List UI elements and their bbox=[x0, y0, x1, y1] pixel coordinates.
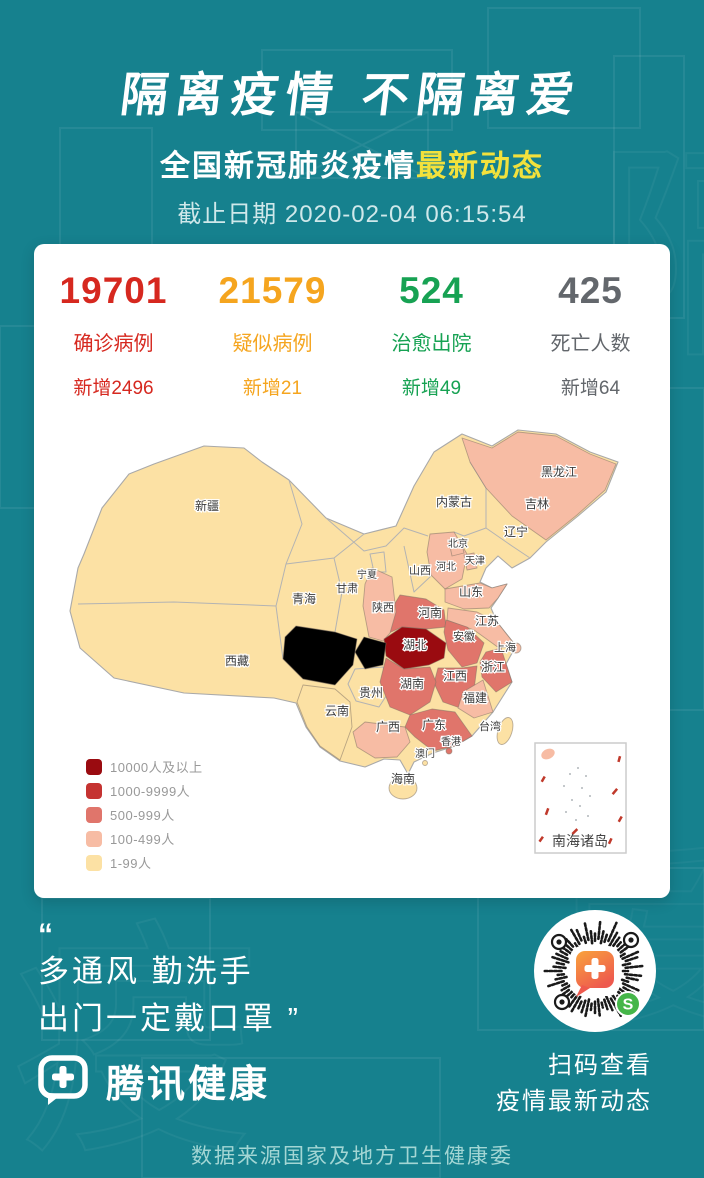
inset-label: 南海诸岛 bbox=[552, 833, 608, 849]
province-label: 天津 bbox=[465, 555, 485, 567]
province-label: 内蒙古 bbox=[436, 494, 472, 509]
province-shapes bbox=[282, 431, 617, 800]
china-choropleth-map: 新疆西藏 青海 甘肃 宁夏 内蒙古 黑龙江吉林辽宁北京天津 河北 山西山东河南 陕西江苏 安徽上海… bbox=[34, 396, 670, 896]
stat-confirmed-delta: 新增2496 bbox=[73, 378, 154, 399]
map-legend: 10000人及以上 1000-9999人 500-999人 100-499人 1… bbox=[86, 758, 203, 878]
quote-line-2: 出门一定戴口罩 ” bbox=[38, 1001, 301, 1036]
miniprogram-badge-icon: S bbox=[615, 991, 641, 1017]
province-label: 福建 bbox=[463, 690, 487, 705]
svg-text:S: S bbox=[623, 997, 634, 1014]
province-label: 澳门 bbox=[415, 747, 435, 760]
brand-name: 腾讯健康 bbox=[106, 1063, 271, 1106]
stat-confirmed: 19701 确诊病例 新增2496 bbox=[34, 270, 193, 400]
stat-deaths: 425 死亡人数 新增64 bbox=[511, 270, 670, 400]
province-label: 贵州 bbox=[359, 686, 383, 700]
page-subtitle: 全国新冠肺炎疫情最新动态 bbox=[0, 141, 704, 185]
health-tips-quote: “ 多通风 勤洗手 出门一定戴口罩 ” bbox=[38, 918, 301, 1042]
stat-confirmed-label: 确诊病例 bbox=[73, 333, 154, 355]
province-label: 湖南 bbox=[400, 676, 424, 691]
legend-swatch-500-999 bbox=[86, 806, 102, 823]
legend-swatch-1-99 bbox=[86, 854, 102, 871]
province-label: 山西 bbox=[409, 564, 431, 577]
province-label: 浙江 bbox=[481, 660, 505, 674]
province-label: 宁夏 bbox=[357, 568, 377, 581]
province-label: 云南 bbox=[325, 703, 349, 718]
stats-row: 19701 确诊病例 新增2496 21579 疑似病例 新增21 524 治愈… bbox=[34, 270, 670, 400]
province-label: 香港 bbox=[441, 736, 461, 748]
legend-row: 1000-9999人 bbox=[86, 782, 203, 799]
qr-caption: 扫码查看 疫情最新动态 bbox=[496, 1048, 652, 1120]
tencent-health-logo-icon bbox=[38, 1055, 88, 1105]
legend-row: 500-999人 bbox=[86, 806, 203, 823]
as-of-date: 截止日期 2020-02-04 06:15:54 bbox=[177, 201, 527, 228]
province-label: 北京 bbox=[448, 537, 468, 550]
subtitle-plain: 全国新冠肺炎疫情 bbox=[160, 150, 416, 183]
legend-row: 100-499人 bbox=[86, 830, 203, 847]
province-label: 黑龙江 bbox=[541, 465, 577, 479]
legend-swatch-1000-9999 bbox=[86, 782, 102, 799]
province-label: 河北 bbox=[436, 561, 456, 573]
stat-deaths-value: 425 bbox=[558, 270, 623, 311]
province-label: 吉林 bbox=[525, 497, 549, 511]
province-label: 河南 bbox=[418, 605, 442, 620]
province-label: 海南 bbox=[391, 771, 415, 786]
province-label: 新疆 bbox=[195, 498, 219, 513]
province-label: 江西 bbox=[443, 669, 467, 683]
stat-recovered: 524 治愈出院 新增49 bbox=[352, 270, 511, 400]
legend-swatch-10000plus bbox=[86, 758, 102, 775]
stat-recovered-label: 治愈出院 bbox=[391, 333, 472, 355]
province-label: 广西 bbox=[376, 720, 400, 734]
qr-position-markers bbox=[550, 931, 640, 1011]
province-label: 山东 bbox=[459, 585, 483, 599]
tencent-health-qr-logo bbox=[570, 946, 620, 997]
province-label: 安徽 bbox=[453, 629, 475, 643]
tencent-health-brand: 腾讯健康 bbox=[36, 1052, 270, 1108]
stat-suspected-delta: 新增21 bbox=[242, 378, 303, 399]
province-label: 陕西 bbox=[372, 600, 394, 614]
province-label: 湖北 bbox=[403, 637, 427, 652]
stat-suspected: 21579 疑似病例 新增21 bbox=[193, 270, 352, 400]
legend-row: 1-99人 bbox=[86, 854, 203, 871]
stats-map-card: 19701 确诊病例 新增2496 21579 疑似病例 新增21 524 治愈… bbox=[34, 244, 670, 898]
province-label: 上海 bbox=[494, 640, 516, 654]
stat-recovered-delta: 新增49 bbox=[401, 378, 462, 399]
province-label: 辽宁 bbox=[504, 524, 528, 539]
legend-label: 100-499人 bbox=[110, 832, 175, 847]
legend-label: 1-99人 bbox=[110, 856, 152, 871]
stat-deaths-delta: 新增64 bbox=[560, 378, 621, 399]
stat-confirmed-value: 19701 bbox=[59, 270, 168, 311]
stat-suspected-value: 21579 bbox=[218, 270, 327, 311]
province-borders bbox=[77, 461, 531, 708]
legend-swatch-100-499 bbox=[86, 830, 102, 847]
legend-label: 10000人及以上 bbox=[110, 760, 203, 775]
province-label: 西藏 bbox=[225, 654, 249, 668]
province-label: 江苏 bbox=[475, 614, 499, 628]
qr-caption-line-1: 扫码查看 bbox=[548, 1052, 652, 1079]
qr-code: S bbox=[534, 910, 656, 1032]
legend-label: 1000-9999人 bbox=[110, 784, 191, 799]
stat-suspected-label: 疑似病例 bbox=[232, 333, 313, 355]
province-label: 甘肃 bbox=[336, 582, 358, 595]
province-label: 青海 bbox=[292, 591, 316, 606]
stat-deaths-label: 死亡人数 bbox=[550, 333, 631, 355]
stat-recovered-value: 524 bbox=[399, 270, 464, 311]
page-title: 隔离疫情 不隔离爱 bbox=[117, 68, 586, 121]
open-quote-mark: “ bbox=[38, 918, 53, 951]
legend-label: 500-999人 bbox=[110, 808, 175, 823]
south-china-sea-inset: 南海诸岛 bbox=[534, 742, 627, 854]
subtitle-highlight: 最新动态 bbox=[416, 150, 544, 183]
data-source-footer: 数据来源国家及地方卫生健康委 bbox=[191, 1145, 513, 1168]
legend-row: 10000人及以上 bbox=[86, 758, 203, 775]
qr-caption-line-2: 疫情最新动态 bbox=[496, 1088, 652, 1115]
province-label: 台湾 bbox=[479, 719, 501, 733]
quote-line-1: 多通风 勤洗手 bbox=[38, 954, 254, 989]
province-label: 广东 bbox=[422, 718, 446, 732]
